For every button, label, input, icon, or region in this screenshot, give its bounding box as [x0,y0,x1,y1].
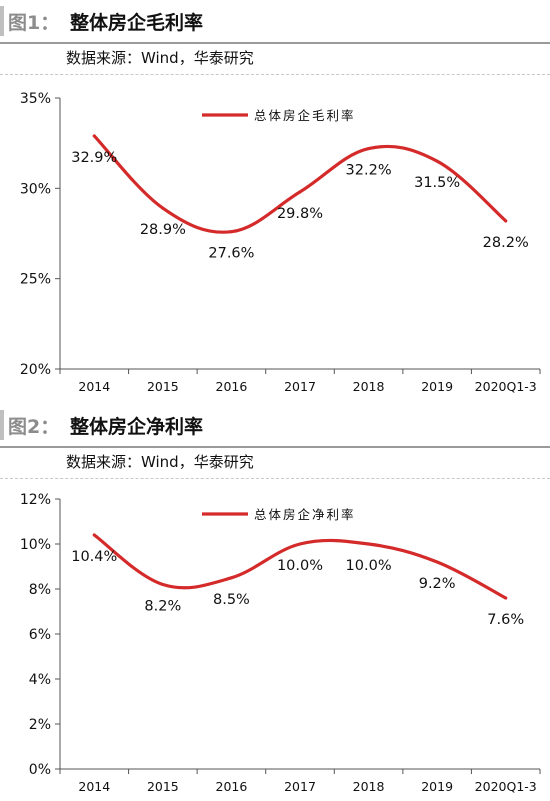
data-point [229,576,233,580]
data-point [161,583,165,586]
figure-label: 图1： [8,12,60,34]
x-tick-label: 2020Q1-3 [475,779,537,794]
legend-label: 总体房企净利率 [254,507,356,522]
title-divider [0,446,550,448]
y-tick-label: 20% [20,362,51,378]
title-accent-bar [0,410,4,440]
figure-header: 图1： 整体房企毛利率 数据来源：Wind，华泰研究 [0,0,550,76]
gross-margin-chart: 20% 25% 30% 35% 2014 2015 2016 2017 2018 2019 2020… [20,91,541,394]
data-point [504,219,508,223]
y-tick-label: 35% [20,91,51,107]
figure-label: 图2： [8,416,60,438]
x-tick-label: 2019 [421,379,453,394]
figure-header: 图2： 整体房企净利率 数据来源：Wind，华泰研究 [0,404,550,480]
legend-label: 总体房企毛利率 [254,108,356,123]
data-label: 8.2% [144,599,181,615]
title-accent-bar [0,6,4,36]
y-tick-label: 0% [29,762,51,778]
title-divider [0,42,550,44]
y-tick-label: 30% [20,181,51,197]
x-tick-label: 2019 [421,779,453,794]
data-label: 10.0% [346,558,392,574]
y-tick-label: 6% [29,627,51,643]
x-tick-label: 2016 [216,779,248,794]
data-point [298,542,302,546]
figure-gross-margin: 图1： 整体房企毛利率 数据来源：Wind，华泰研究 20% 25% 30% 35% 2… [0,0,550,394]
net-margin-chart: 0% 2% 4% 6% 8% 10% 12% 2014 2015 2016 2017 2018 2019… [20,492,541,794]
data-point [298,190,302,194]
figure-title: 整体房企净利率 [70,416,204,438]
data-label: 31.5% [414,175,460,191]
data-point [367,147,371,151]
y-tick-label: 10% [20,537,51,553]
source-divider [0,74,550,75]
data-point [92,134,96,138]
x-tick-label: 2018 [353,379,385,394]
data-label: 8.5% [213,592,250,608]
figure-title: 整体房企毛利率 [70,12,204,34]
data-label: 32.2% [346,163,392,179]
x-tick-label: 2017 [284,379,316,394]
legend: 总体房企净利率 [202,507,356,522]
data-point [161,206,165,210]
figure-source: 数据来源：Wind，华泰研究 [66,453,254,471]
figure-source: 数据来源：Wind，华泰研究 [66,49,254,67]
data-label: 27.6% [208,246,254,262]
y-tick-label: 12% [20,492,51,508]
x-tick-label: 2014 [78,379,110,394]
data-label: 9.2% [419,576,456,592]
data-label: 28.9% [140,222,186,238]
x-tick-label: 2020Q1-3 [475,379,537,394]
data-point [435,159,439,163]
y-tick-label: 4% [29,672,51,688]
data-point [504,596,508,600]
data-point [367,542,371,546]
legend: 总体房企毛利率 [202,108,356,123]
data-point [92,533,96,537]
x-tick-label: 2016 [216,379,248,394]
x-tick-label: 2015 [147,779,179,794]
data-label: 10.0% [277,558,323,574]
x-tick-label: 2018 [353,779,385,794]
x-tick-label: 2015 [147,379,179,394]
figure-title-row: 图1： 整体房企毛利率 [0,0,550,44]
data-point [435,560,439,564]
data-label: 7.6% [487,612,524,628]
y-tick-label: 8% [29,582,51,598]
x-tick-label: 2017 [284,779,316,794]
data-point [229,230,233,234]
data-label: 28.2% [483,235,529,251]
data-label: 10.4% [71,549,117,565]
figure-net-margin: 图2： 整体房企净利率 数据来源：Wind，华泰研究 0% 2% 4% 6% 8% 10%… [0,404,550,801]
y-tick-label: 25% [20,272,51,288]
y-tick-label: 2% [29,717,51,733]
data-label: 32.9% [71,150,117,166]
data-label: 29.8% [277,206,323,222]
x-tick-label: 2014 [78,779,110,794]
figure-title-row: 图2： 整体房企净利率 [0,404,550,448]
source-divider [0,478,550,479]
